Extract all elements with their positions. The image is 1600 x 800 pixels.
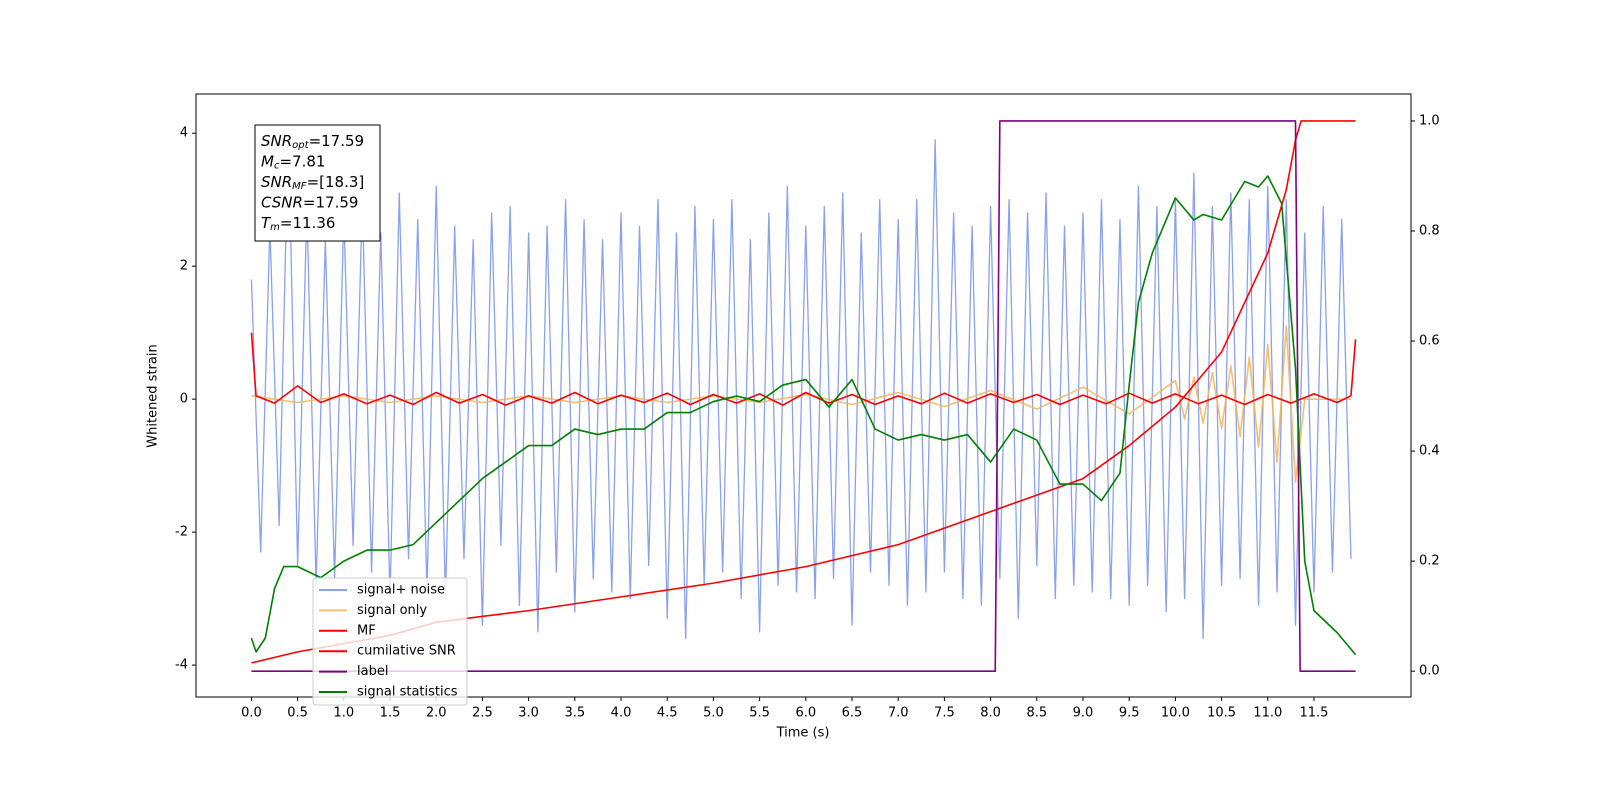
axes-frame — [195, 93, 1412, 698]
x-tick-label: 10.0 — [1161, 706, 1190, 721]
x-tick-label: 11.5 — [1300, 706, 1329, 721]
annotation-value: =17.59 — [309, 132, 365, 150]
x-tick-label: 5.5 — [749, 706, 770, 721]
annotation-symbol: CSNR — [261, 193, 303, 211]
x-axis-label: Time (s) — [776, 726, 830, 741]
x-tick-label: 1.0 — [333, 706, 354, 721]
annotation-symbol: SNR — [261, 132, 292, 150]
series-line — [251, 325, 1351, 484]
annotation-value: =7.81 — [279, 152, 325, 170]
legend-label: cumilative SNR — [357, 644, 456, 659]
legend-label: label — [357, 664, 388, 679]
annotation-symbol: SNR — [261, 173, 292, 191]
y2-tick-label: 0.4 — [1419, 444, 1440, 459]
y2-tick-label: 1.0 — [1419, 113, 1440, 128]
series-line — [250, 332, 1357, 406]
x-tick-label: 6.0 — [795, 706, 816, 721]
legend-label: signal+ noise — [357, 583, 445, 598]
series-line — [250, 125, 1352, 640]
annotation-line: CSNR=17.59 — [261, 193, 358, 211]
x-tick-label: 4.0 — [611, 706, 632, 721]
y2-tick-label: 0.2 — [1419, 554, 1440, 569]
x-tick-label: 2.0 — [426, 706, 447, 721]
x-tick-label: 6.5 — [842, 706, 863, 721]
y-tick-label: 2 — [180, 259, 188, 274]
y-tick-label: -2 — [175, 525, 188, 540]
x-tick-label: 11.0 — [1253, 706, 1282, 721]
x-tick-label: 8.5 — [1026, 706, 1047, 721]
y-tick-label: 4 — [180, 126, 188, 141]
annotation-symbol: T — [261, 214, 272, 232]
legend-label: signal statistics — [357, 685, 458, 700]
annotation-subscript: MF — [292, 181, 307, 192]
annotation-line: SNRopt=17.59 — [261, 132, 364, 152]
annotation-line: Mc=7.81 — [261, 152, 325, 172]
y2-tick-label: 0.8 — [1419, 223, 1440, 238]
annotation-line: SNRMF=[18.3] — [261, 173, 364, 193]
x-tick-label: 3.0 — [518, 706, 539, 721]
x-tick-label: 0.5 — [287, 706, 308, 721]
annotation-subscript: opt — [292, 140, 309, 151]
y-tick-label: 0 — [180, 392, 188, 407]
y-axis-label: Whitened strain — [146, 344, 161, 447]
y2-tick-label: 0.0 — [1419, 664, 1440, 679]
x-tick-label: 1.5 — [380, 706, 401, 721]
series-line — [251, 120, 1356, 672]
x-tick-label: 8.0 — [980, 706, 1001, 721]
x-tick-label: 7.5 — [934, 706, 955, 721]
legend-label: MF — [357, 623, 376, 638]
annotation-value: =[18.3] — [307, 173, 365, 191]
annotation-subscript: c — [274, 161, 280, 172]
x-tick-label: 4.5 — [657, 706, 678, 721]
y-tick-label: -4 — [175, 658, 188, 673]
x-tick-label: 0.0 — [241, 706, 262, 721]
x-tick-label: 3.5 — [564, 706, 585, 721]
annotation-subscript: m — [270, 222, 280, 233]
x-tick-label: 2.5 — [472, 706, 493, 721]
annotation-value: =11.36 — [280, 214, 336, 232]
annotation-box: SNRopt=17.59Mc=7.81SNRMF=[18.3]CSNR=17.5… — [254, 124, 381, 242]
annotation-symbol: M — [261, 152, 274, 170]
x-tick-label: 9.0 — [1073, 706, 1094, 721]
x-tick-label: 10.5 — [1207, 706, 1236, 721]
series-line — [250, 175, 1357, 656]
legend-frame — [312, 577, 468, 706]
legend: signal+ noise signal only MF cumilative SNR… — [312, 577, 468, 706]
annotation-frame — [254, 124, 381, 242]
legend-label: signal only — [357, 603, 427, 618]
x-tick-label: 5.0 — [703, 706, 724, 721]
x-tick-label: 9.5 — [1119, 706, 1140, 721]
y2-tick-label: 0.6 — [1419, 334, 1440, 349]
annotation-value: =17.59 — [303, 193, 359, 211]
annotation-line: Tm=11.36 — [261, 214, 335, 234]
x-tick-label: 7.0 — [888, 706, 909, 721]
